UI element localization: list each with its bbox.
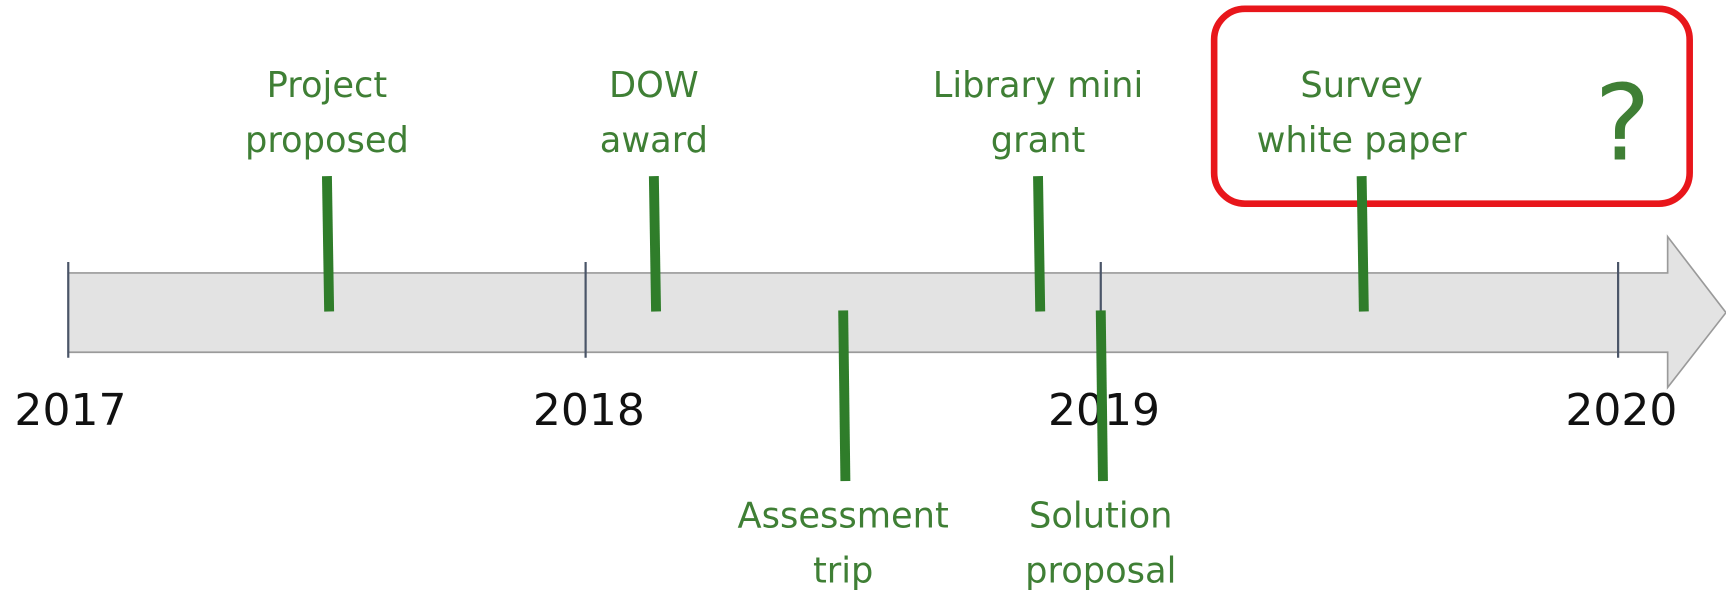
event-label: proposal bbox=[1025, 550, 1176, 590]
event-label: DOW bbox=[609, 65, 699, 106]
question-mark: ? bbox=[1594, 62, 1650, 185]
year-label: 2020 bbox=[1565, 385, 1677, 436]
event-marker bbox=[1033, 176, 1046, 312]
highlight-box bbox=[1210, 5, 1693, 207]
event-marker bbox=[838, 310, 851, 482]
event-marker bbox=[321, 176, 335, 312]
event-label: award bbox=[600, 120, 708, 161]
event-label: Survey bbox=[1300, 65, 1423, 106]
event-label: proposed bbox=[245, 120, 409, 161]
event-label: trip bbox=[813, 550, 873, 590]
event-label: Library mini bbox=[933, 65, 1144, 106]
event-marker bbox=[1095, 310, 1108, 482]
event-label: grant bbox=[991, 120, 1086, 161]
year-label: 2017 bbox=[14, 385, 126, 436]
event-marker bbox=[648, 176, 662, 312]
year-label: 2018 bbox=[533, 385, 645, 436]
event-marker bbox=[1356, 176, 1369, 312]
event-label: Solution bbox=[1029, 495, 1172, 536]
timeline-arrow bbox=[67, 234, 1726, 390]
event-label: Project bbox=[267, 65, 387, 106]
event-label: Assessment bbox=[738, 495, 949, 536]
event-label: white paper bbox=[1257, 120, 1468, 161]
